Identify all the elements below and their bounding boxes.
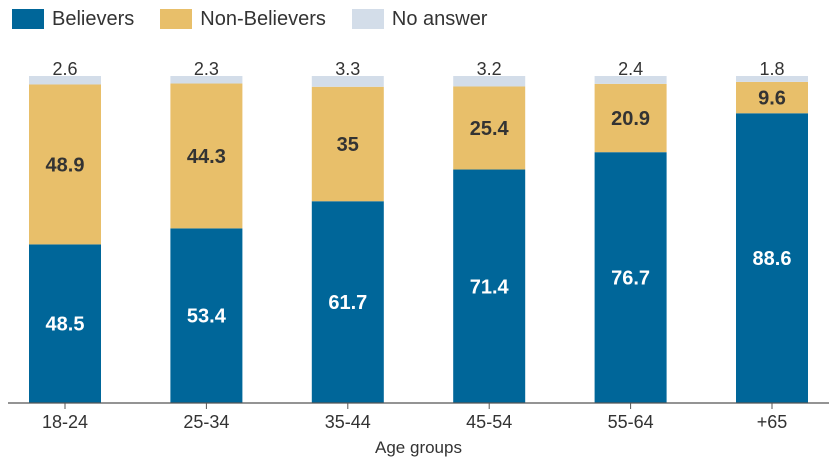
legend-item-non-believers: Non-Believers	[160, 8, 326, 31]
bar-segment-believers-45-54	[453, 169, 526, 403]
bar-segment-non-believers-25-34	[170, 83, 243, 229]
data-label-non-believers-45-54: 25.4	[470, 118, 510, 140]
data-label-no-answer-65: 1.8	[759, 59, 784, 79]
bar-segment-non-believers-35-44	[311, 86, 384, 202]
x-tick-label-35-44: 35-44	[325, 412, 371, 432]
legend-swatch-believers	[12, 9, 44, 29]
data-label-believers-45-54: 71.4	[470, 276, 510, 298]
bar-segment-believers-65	[736, 113, 808, 403]
x-tick-label-18-24: 18-24	[42, 412, 88, 432]
data-label-non-believers-25-34: 44.3	[187, 146, 226, 168]
data-label-no-answer-18-24: 2.6	[52, 59, 77, 79]
bar-segment-no-answer-25-34	[170, 76, 243, 84]
bar-segment-believers-35-44	[311, 201, 384, 403]
data-label-non-believers-18-24: 48.9	[46, 154, 85, 176]
x-tick-label-65: +65	[757, 412, 788, 432]
bar-segment-no-answer-35-44	[311, 76, 384, 87]
bar-segment-non-believers-55-64	[594, 83, 667, 153]
data-label-non-believers-35-44: 35	[337, 134, 359, 156]
x-tick-label-25-34: 25-34	[183, 412, 229, 432]
data-label-believers-25-34: 53.4	[187, 306, 227, 328]
bar-segment-non-believers-18-24	[29, 84, 101, 245]
bar-segment-non-believers-45-54	[453, 86, 526, 170]
legend-label-non-believers: Non-Believers	[200, 7, 326, 30]
bar-segment-believers-55-64	[594, 152, 667, 403]
legend-swatch-no-answer	[351, 9, 384, 29]
data-label-believers-55-64: 76.7	[611, 268, 650, 290]
bar-segment-no-answer-18-24	[29, 76, 101, 85]
data-label-non-believers-55-64: 20.9	[611, 108, 650, 130]
legend-label-no-answer: No answer	[391, 7, 488, 30]
bar-segment-non-believers-65	[736, 81, 808, 114]
data-label-no-answer-35-44: 3.3	[335, 59, 360, 79]
data-label-believers-65: 88.6	[753, 248, 792, 270]
legend-item-no-answer: No answer	[351, 7, 488, 31]
x-axis-title: Age groups	[375, 438, 462, 457]
x-tick-label-45-54: 45-54	[466, 412, 512, 432]
bar-segment-no-answer-65	[736, 76, 808, 82]
legend-label-believers: Believers	[52, 7, 135, 30]
data-label-believers-18-24: 48.5	[46, 314, 85, 336]
bar-segment-believers-18-24	[29, 244, 101, 403]
bar-segment-no-answer-45-54	[453, 76, 526, 87]
data-label-no-answer-45-54: 3.2	[477, 59, 502, 79]
legend: Believers Non-Believers No answer	[12, 6, 513, 32]
data-label-non-believers-65: 9.6	[758, 88, 786, 110]
bar-segment-believers-25-34	[170, 228, 243, 403]
legend-item-believers: Believers	[12, 8, 134, 31]
data-label-no-answer-25-34: 2.3	[194, 59, 219, 79]
data-label-believers-35-44: 61.7	[328, 292, 367, 314]
legend-swatch-non-believers	[160, 9, 193, 29]
bar-segment-no-answer-55-64	[594, 76, 667, 84]
x-tick-label-55-64: 55-64	[608, 412, 654, 432]
data-label-no-answer-55-64: 2.4	[618, 59, 643, 79]
